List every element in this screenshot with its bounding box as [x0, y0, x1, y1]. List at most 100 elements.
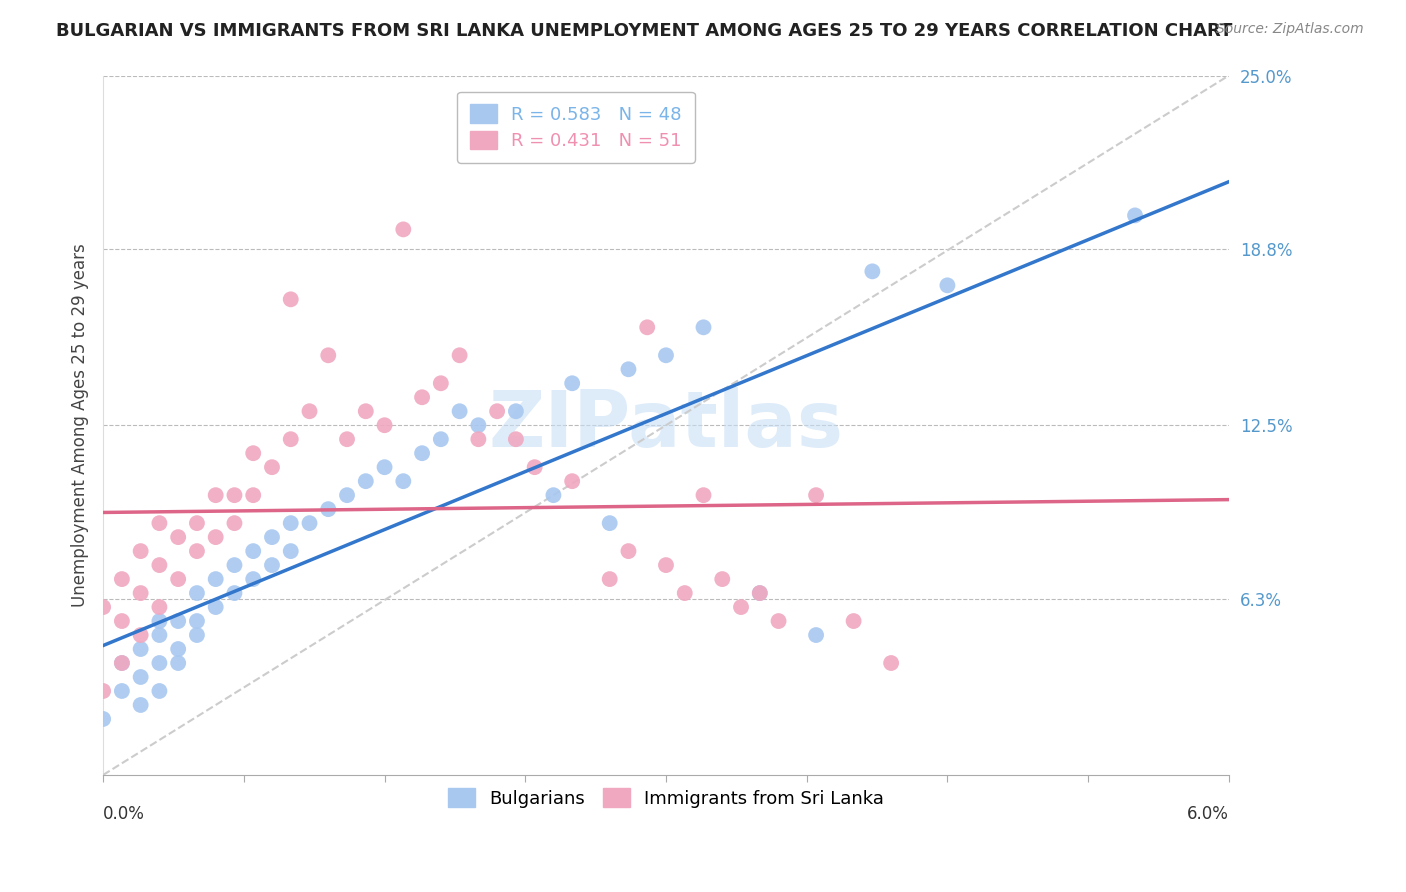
Point: [186, 586, 208, 600]
Point: [167, 572, 190, 586]
Point: [148, 628, 170, 642]
Point: [936, 278, 959, 293]
Point: [111, 614, 134, 628]
Point: [617, 544, 640, 558]
Point: [316, 502, 339, 516]
Point: [148, 516, 170, 530]
Point: [129, 586, 152, 600]
Point: [129, 544, 152, 558]
Point: [692, 320, 714, 334]
Point: [91, 712, 114, 726]
Point: [374, 418, 396, 433]
Text: 0.0%: 0.0%: [103, 805, 145, 823]
Point: [543, 488, 565, 502]
Point: [186, 628, 208, 642]
Point: [260, 558, 283, 573]
Point: [111, 656, 134, 670]
Text: Source: ZipAtlas.com: Source: ZipAtlas.com: [1216, 22, 1364, 37]
Point: [748, 586, 770, 600]
Point: [748, 586, 770, 600]
Point: [186, 614, 208, 628]
Point: [167, 656, 190, 670]
Point: [486, 404, 509, 418]
Point: [129, 698, 152, 712]
Point: [467, 418, 489, 433]
Point: [336, 432, 359, 446]
Point: [129, 670, 152, 684]
Point: [449, 348, 471, 362]
Point: [392, 474, 415, 488]
Point: [242, 572, 264, 586]
Point: [430, 432, 453, 446]
Point: [842, 614, 865, 628]
Point: [111, 684, 134, 698]
Point: [148, 558, 170, 573]
Point: [186, 544, 208, 558]
Point: [242, 544, 264, 558]
Point: [336, 488, 359, 502]
Point: [354, 404, 377, 418]
Point: [316, 348, 339, 362]
Text: ZIPatlas: ZIPatlas: [488, 387, 844, 463]
Legend: Bulgarians, Immigrants from Sri Lanka: Bulgarians, Immigrants from Sri Lanka: [440, 781, 891, 815]
Point: [374, 460, 396, 475]
Point: [768, 614, 790, 628]
Point: [298, 516, 321, 530]
Point: [636, 320, 658, 334]
Point: [1123, 208, 1146, 222]
Point: [224, 586, 246, 600]
Point: [692, 488, 714, 502]
Point: [505, 404, 527, 418]
Point: [505, 432, 527, 446]
Point: [430, 376, 453, 391]
Point: [224, 488, 246, 502]
Point: [224, 516, 246, 530]
Point: [467, 432, 489, 446]
Text: BULGARIAN VS IMMIGRANTS FROM SRI LANKA UNEMPLOYMENT AMONG AGES 25 TO 29 YEARS CO: BULGARIAN VS IMMIGRANTS FROM SRI LANKA U…: [56, 22, 1233, 40]
Text: 6.0%: 6.0%: [1187, 805, 1229, 823]
Point: [880, 656, 903, 670]
Point: [561, 376, 583, 391]
Point: [599, 516, 621, 530]
Point: [804, 488, 827, 502]
Point: [204, 530, 226, 544]
Point: [148, 614, 170, 628]
Point: [392, 222, 415, 236]
Point: [204, 488, 226, 502]
Point: [280, 544, 302, 558]
Point: [655, 558, 678, 573]
Point: [280, 432, 302, 446]
Point: [148, 600, 170, 615]
Point: [91, 600, 114, 615]
Point: [617, 362, 640, 376]
Point: [260, 530, 283, 544]
Point: [129, 642, 152, 657]
Point: [111, 656, 134, 670]
Point: [260, 460, 283, 475]
Point: [280, 293, 302, 307]
Point: [242, 488, 264, 502]
Point: [561, 474, 583, 488]
Point: [91, 684, 114, 698]
Point: [673, 586, 696, 600]
Point: [411, 446, 433, 460]
Point: [167, 530, 190, 544]
Point: [599, 572, 621, 586]
Point: [204, 600, 226, 615]
Point: [129, 628, 152, 642]
Point: [148, 656, 170, 670]
Point: [711, 572, 734, 586]
Point: [204, 572, 226, 586]
Point: [804, 628, 827, 642]
Point: [523, 460, 546, 475]
Y-axis label: Unemployment Among Ages 25 to 29 years: Unemployment Among Ages 25 to 29 years: [72, 244, 89, 607]
Point: [111, 572, 134, 586]
Point: [730, 600, 752, 615]
Point: [186, 516, 208, 530]
Point: [655, 348, 678, 362]
Point: [860, 264, 883, 278]
Point: [242, 446, 264, 460]
Point: [298, 404, 321, 418]
Point: [148, 684, 170, 698]
Point: [167, 614, 190, 628]
